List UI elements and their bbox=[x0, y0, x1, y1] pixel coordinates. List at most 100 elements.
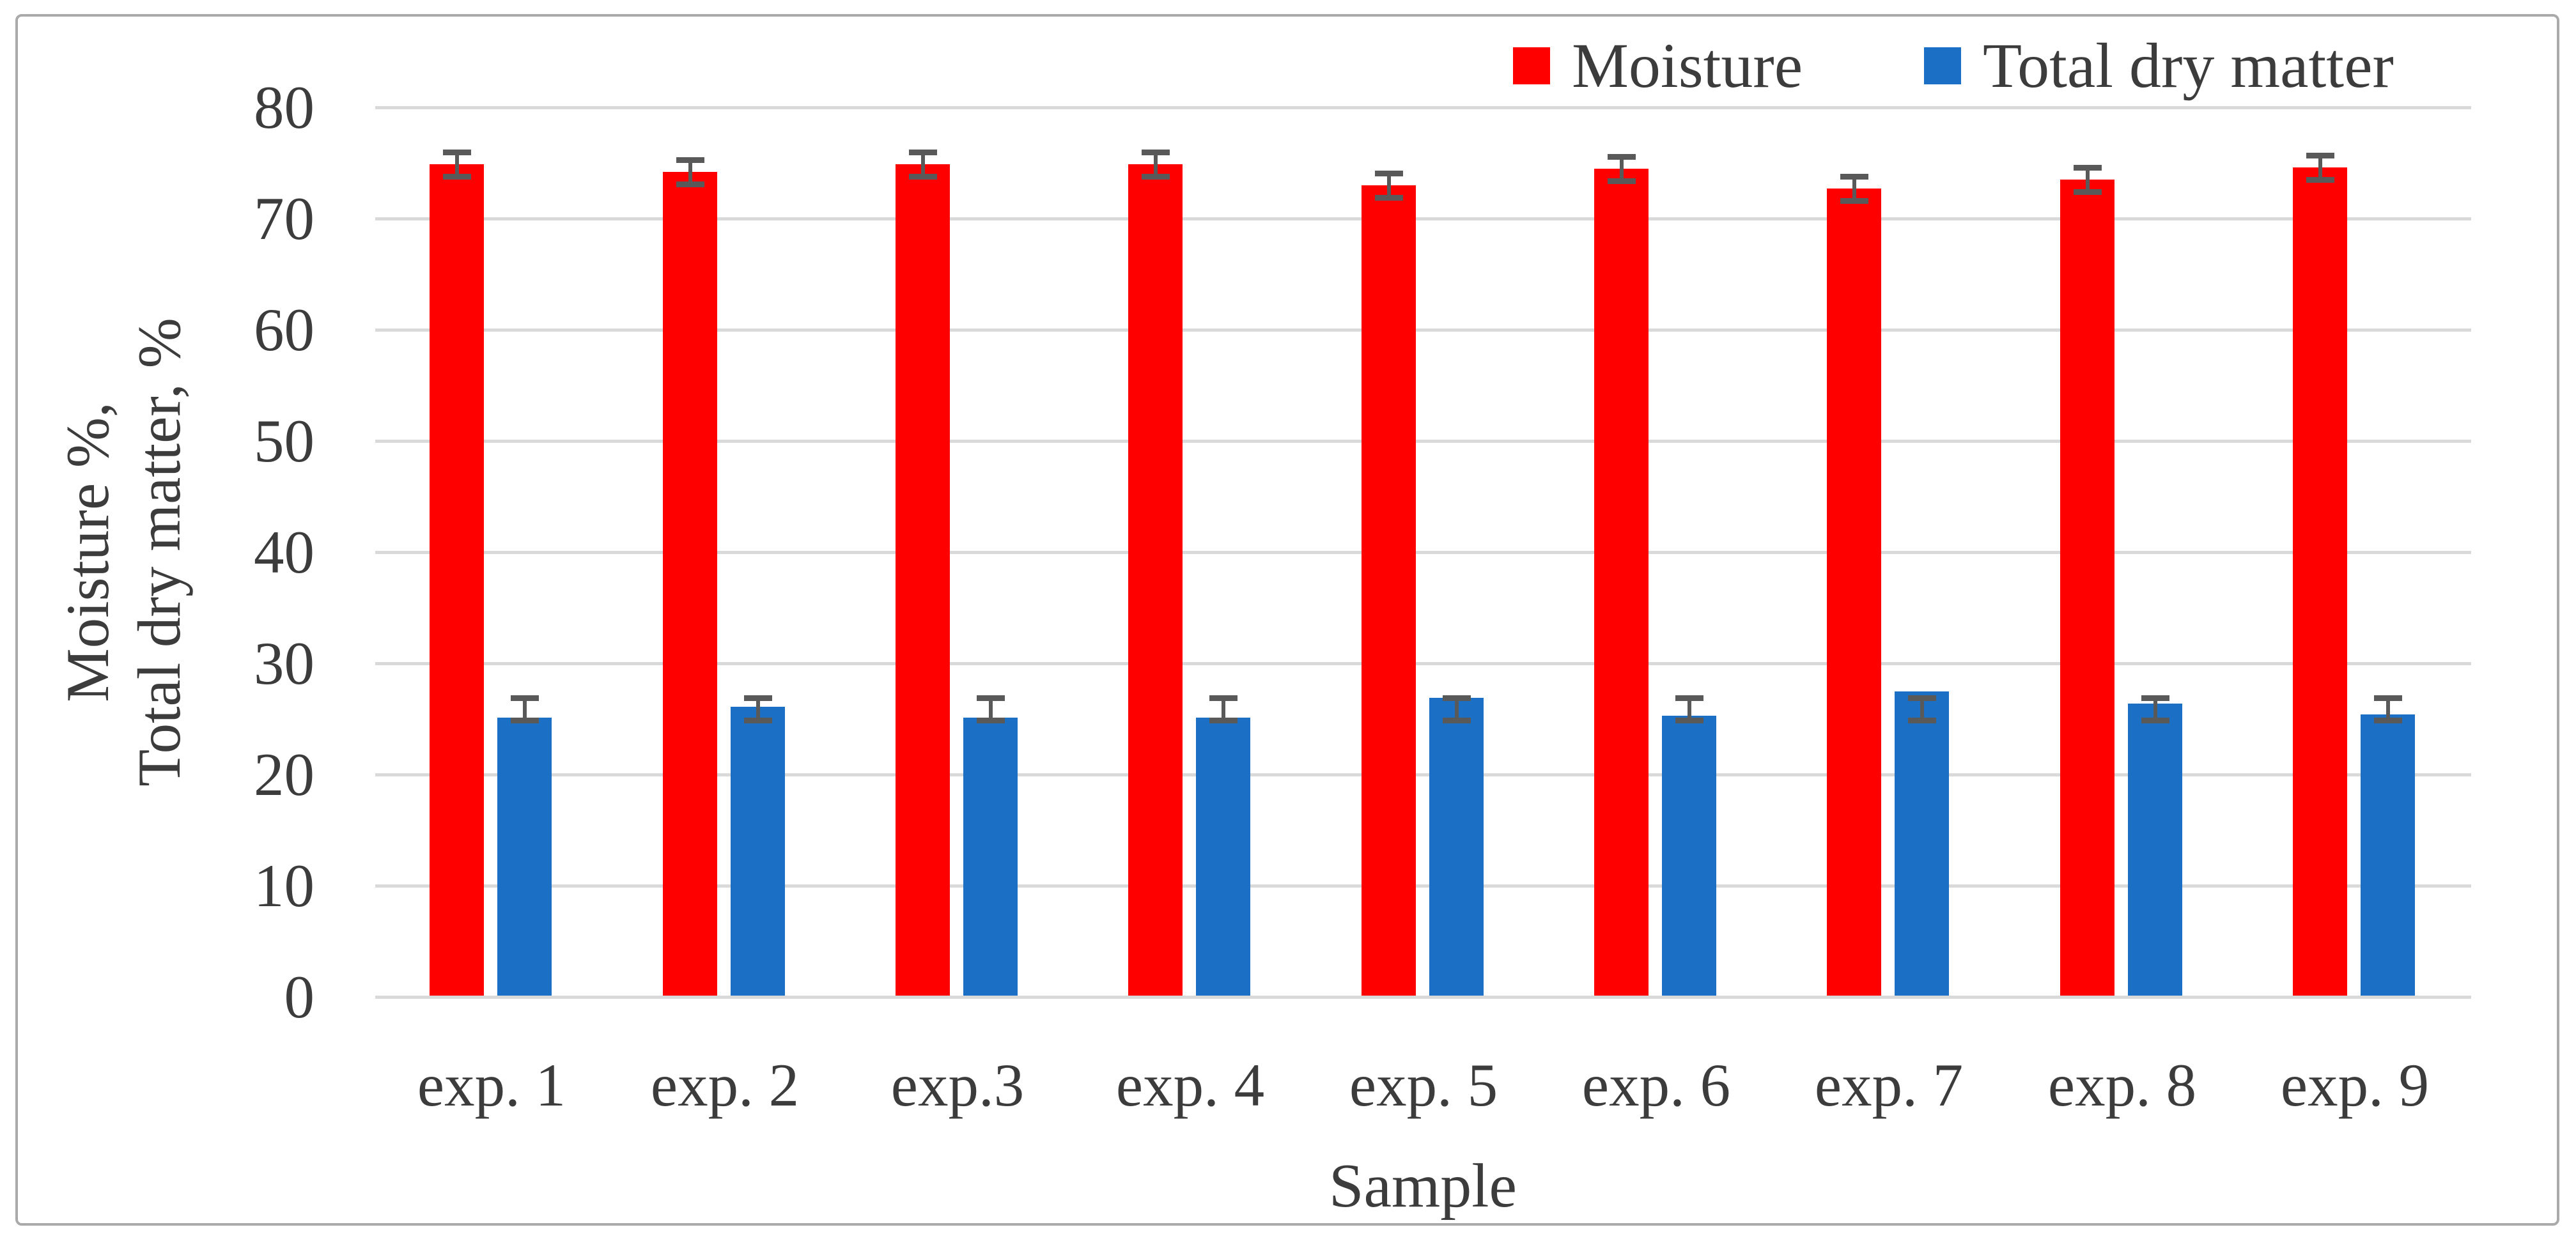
legend-item-total-dry-matter: Total dry matter bbox=[1924, 31, 2394, 101]
moisture-bar-6 bbox=[1594, 169, 1649, 996]
y-tick-label-10: 10 bbox=[254, 852, 314, 920]
y-tick-label-60: 60 bbox=[254, 296, 314, 364]
moisture-error-bar-8-line bbox=[2086, 167, 2090, 192]
moisture-error-bar-7-line bbox=[1852, 176, 1856, 201]
total-dry-matter-error-bar-7-cap-low bbox=[1908, 718, 1936, 723]
moisture-bar-3 bbox=[896, 164, 950, 996]
total-dry-matter-error-bar-5-line bbox=[1455, 698, 1459, 720]
total-dry-matter-error-bar-3-line bbox=[989, 698, 993, 720]
legend-label-total-dry-matter: Total dry matter bbox=[1983, 30, 2394, 101]
total-dry-matter-swatch-icon bbox=[1924, 47, 1961, 84]
moisture-error-bar-9-line bbox=[2318, 155, 2322, 180]
y-tick-label-30: 30 bbox=[254, 629, 314, 697]
x-tick-label-8: exp. 8 bbox=[2047, 1051, 2197, 1119]
moisture-error-bar-6-cap-low bbox=[1608, 178, 1636, 184]
x-tick-label-4: exp. 4 bbox=[1115, 1051, 1265, 1119]
total-dry-matter-error-bar-7-cap-high bbox=[1908, 695, 1936, 701]
moisture-error-bar-1-line bbox=[455, 152, 459, 176]
total-dry-matter-error-bar-1-cap-low bbox=[511, 718, 539, 723]
moisture-error-bar-2-line bbox=[688, 160, 692, 184]
moisture-error-bar-4-cap-high bbox=[1142, 150, 1170, 155]
total-dry-matter-bar-5 bbox=[1429, 698, 1484, 996]
moisture-error-bar-6-line bbox=[1620, 157, 1624, 181]
x-tick-label-7: exp. 7 bbox=[1814, 1051, 1964, 1119]
gridline-y-30 bbox=[375, 662, 2471, 665]
y-tick-label-50: 50 bbox=[254, 407, 314, 475]
moisture-bar-8 bbox=[2060, 180, 2114, 996]
moisture-error-bar-2-cap-low bbox=[676, 181, 704, 187]
gridline-y-20 bbox=[375, 773, 2471, 776]
total-dry-matter-error-bar-7-line bbox=[1920, 698, 1924, 720]
moisture-bar-9 bbox=[2293, 167, 2347, 996]
total-dry-matter-error-bar-4-cap-low bbox=[1209, 718, 1238, 723]
total-dry-matter-error-bar-2-cap-high bbox=[744, 695, 772, 701]
legend-label-moisture: Moisture bbox=[1572, 30, 1803, 101]
total-dry-matter-error-bar-6-cap-high bbox=[1675, 695, 1703, 701]
x-tick-label-6: exp. 6 bbox=[1581, 1051, 1731, 1119]
moisture-error-bar-3-cap-low bbox=[909, 174, 937, 180]
total-dry-matter-error-bar-3-cap-low bbox=[977, 718, 1005, 723]
y-tick-label-0: 0 bbox=[284, 963, 315, 1031]
y-tick-label-80: 80 bbox=[254, 73, 314, 141]
total-dry-matter-error-bar-8-cap-low bbox=[2141, 718, 2169, 723]
y-tick-label-70: 70 bbox=[254, 185, 314, 252]
moisture-error-bar-8-cap-low bbox=[2074, 189, 2102, 195]
total-dry-matter-bar-9 bbox=[2361, 714, 2415, 996]
moisture-error-bar-6-cap-high bbox=[1608, 154, 1636, 160]
total-dry-matter-bar-4 bbox=[1196, 718, 1250, 996]
x-axis-title: Sample bbox=[1329, 1152, 1517, 1221]
moisture-error-bar-5-cap-high bbox=[1375, 171, 1403, 176]
y-tick-label-20: 20 bbox=[254, 741, 314, 808]
moisture-error-bar-9-cap-low bbox=[2306, 177, 2334, 183]
total-dry-matter-error-bar-3-cap-high bbox=[977, 695, 1005, 701]
moisture-error-bar-4-cap-low bbox=[1142, 174, 1170, 180]
x-tick-label-5: exp. 5 bbox=[1349, 1051, 1498, 1119]
moisture-error-bar-2-cap-high bbox=[676, 157, 704, 163]
total-dry-matter-error-bar-8-cap-high bbox=[2141, 695, 2169, 701]
moisture-error-bar-3-line bbox=[921, 152, 925, 176]
total-dry-matter-error-bar-1-cap-high bbox=[511, 695, 539, 701]
gridline-y-80 bbox=[375, 106, 2471, 109]
total-dry-matter-bar-2 bbox=[731, 707, 785, 996]
gridline-y-50 bbox=[375, 440, 2471, 443]
total-dry-matter-error-bar-1-line bbox=[523, 698, 527, 720]
moisture-error-bar-8-cap-high bbox=[2074, 165, 2102, 171]
total-dry-matter-error-bar-5-cap-high bbox=[1443, 695, 1471, 701]
moisture-swatch-icon bbox=[1513, 47, 1550, 84]
total-dry-matter-bar-8 bbox=[2128, 704, 2182, 996]
moisture-error-bar-7-cap-high bbox=[1840, 174, 1868, 180]
total-dry-matter-error-bar-2-line bbox=[756, 698, 760, 720]
total-dry-matter-error-bar-6-cap-low bbox=[1675, 718, 1703, 723]
moisture-error-bar-5-cap-low bbox=[1375, 195, 1403, 201]
moisture-bar-4 bbox=[1128, 164, 1183, 996]
moisture-bar-7 bbox=[1827, 189, 1881, 996]
moisture-error-bar-5-line bbox=[1387, 173, 1391, 197]
total-dry-matter-error-bar-2-cap-low bbox=[744, 718, 772, 723]
total-dry-matter-bar-1 bbox=[497, 718, 552, 996]
total-dry-matter-bar-6 bbox=[1662, 716, 1716, 996]
moisture-error-bar-9-cap-high bbox=[2306, 153, 2334, 158]
moisture-bar-2 bbox=[663, 172, 717, 996]
total-dry-matter-error-bar-4-line bbox=[1222, 698, 1225, 720]
total-dry-matter-error-bar-8-line bbox=[2153, 698, 2157, 720]
moisture-error-bar-1-cap-high bbox=[443, 150, 471, 155]
legend-item-moisture: Moisture bbox=[1513, 31, 1803, 101]
gridline-y-70 bbox=[375, 217, 2471, 220]
moisture-error-bar-3-cap-high bbox=[909, 150, 937, 155]
moisture-error-bar-4-line bbox=[1154, 152, 1158, 176]
total-dry-matter-error-bar-6-line bbox=[1688, 698, 1691, 720]
total-dry-matter-bar-3 bbox=[963, 718, 1018, 996]
x-tick-label-1: exp. 1 bbox=[417, 1051, 566, 1119]
moisture-bar-1 bbox=[430, 164, 484, 996]
gridline-y-60 bbox=[375, 328, 2471, 332]
total-dry-matter-error-bar-9-line bbox=[2386, 698, 2390, 720]
x-tick-label-9: exp. 9 bbox=[2280, 1051, 2430, 1119]
x-tick-label-3: exp.3 bbox=[890, 1051, 1025, 1119]
gridline-y-40 bbox=[375, 551, 2471, 554]
moisture-bar-5 bbox=[1362, 185, 1416, 996]
total-dry-matter-error-bar-5-cap-low bbox=[1443, 718, 1471, 723]
x-tick-label-2: exp. 2 bbox=[650, 1051, 800, 1119]
total-dry-matter-error-bar-4-cap-high bbox=[1209, 695, 1238, 701]
